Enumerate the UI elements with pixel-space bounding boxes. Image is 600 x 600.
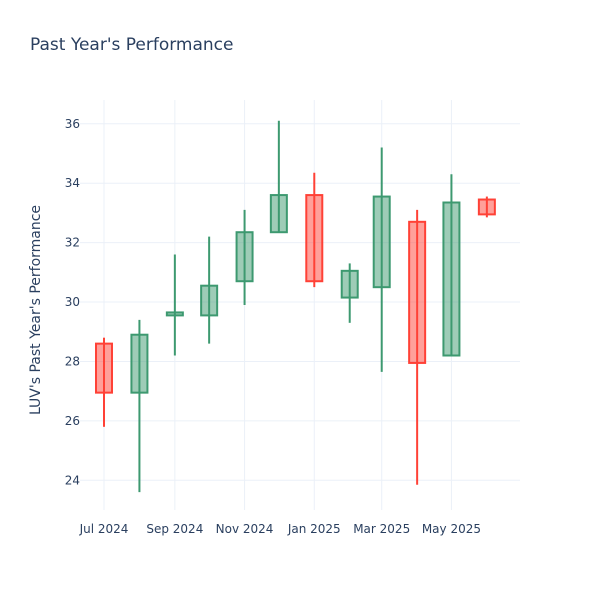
y-tick-label: 34 xyxy=(65,176,80,190)
candle-body xyxy=(340,269,359,299)
y-axis-label: LUV's Past Year's Performance xyxy=(28,205,44,415)
candle-decreasing xyxy=(95,337,113,427)
y-tick-label: 24 xyxy=(65,473,80,487)
candle-body xyxy=(200,284,219,317)
candle-decreasing xyxy=(477,196,496,218)
candle-decreasing xyxy=(305,172,324,288)
candle-body xyxy=(165,311,184,317)
candle-increasing xyxy=(340,263,359,323)
candle-body xyxy=(305,194,324,283)
y-tick-label: 32 xyxy=(65,236,80,250)
x-axis-ticks: Jul 2024 Sep 2024 Nov 2024 Jan 2025 Mar 2025… xyxy=(79,522,481,536)
candle-increasing xyxy=(372,147,391,372)
x-tick-label: Sep 2024 xyxy=(146,522,203,536)
candle-body xyxy=(442,201,461,357)
candle-body xyxy=(477,198,496,216)
x-tick-label: May 2025 xyxy=(422,522,481,536)
candle-decreasing xyxy=(408,209,427,485)
candle-body xyxy=(269,194,288,234)
y-tick-label: 28 xyxy=(65,354,80,368)
candles-layer xyxy=(95,120,496,493)
chart-title: Past Year's Performance xyxy=(30,35,234,55)
y-axis-ticks: 24 26 28 30 32 34 36 xyxy=(65,117,80,488)
candle-body xyxy=(130,333,149,394)
x-tick-label: Nov 2024 xyxy=(216,522,274,536)
candle-body xyxy=(408,220,427,364)
candle-increasing xyxy=(442,174,461,357)
candle-body xyxy=(95,342,113,394)
candle-body xyxy=(235,231,254,283)
candle-increasing xyxy=(165,254,184,356)
candle-increasing xyxy=(235,209,254,305)
y-tick-label: 26 xyxy=(65,414,80,428)
candle-increasing xyxy=(269,120,288,234)
candle-increasing xyxy=(200,236,219,344)
candle-body xyxy=(372,195,391,289)
x-tick-label: Jan 2025 xyxy=(287,522,341,536)
candle-increasing xyxy=(130,319,149,493)
y-tick-label: 30 xyxy=(65,295,80,309)
x-tick-label: Mar 2025 xyxy=(353,522,410,536)
x-tick-label: Jul 2024 xyxy=(79,522,129,536)
y-tick-label: 36 xyxy=(65,117,80,131)
